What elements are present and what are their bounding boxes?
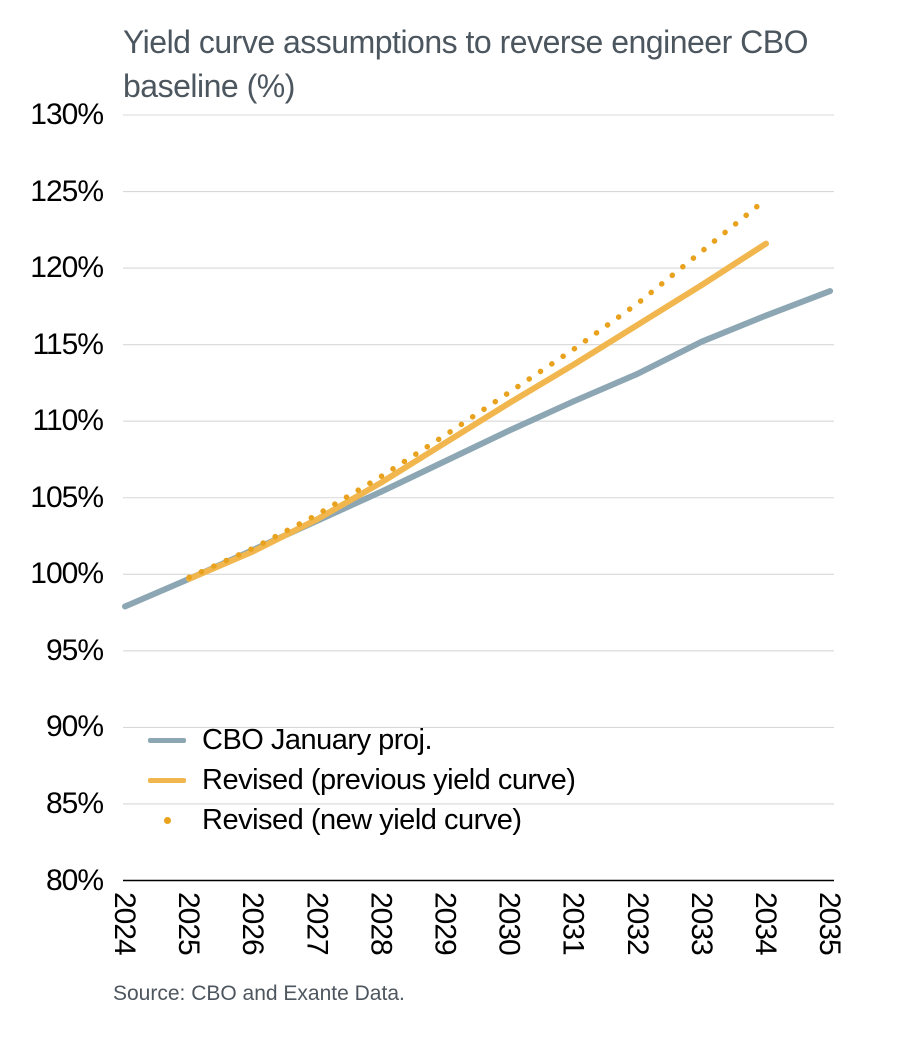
legend-line-swatch [148,777,186,783]
y-axis-tick-label: 130% [30,98,104,131]
legend-dot-swatch [148,816,186,824]
x-axis-tick-label: 2031 [556,892,590,955]
legend: CBO January proj. Revised (previous yield… [148,720,576,840]
x-axis-tick-label: 2029 [428,892,462,955]
y-axis-tick-label: 90% [45,710,104,744]
x-axis-tick-label: 2034 [749,892,782,955]
y-axis-tick-label: 115% [32,327,104,361]
y-axis-tick-label: 105% [30,480,104,514]
legend-label: Revised (new yield curve) [202,803,522,836]
y-axis-tick-label: 95% [45,633,104,667]
y-axis-tick-label: 125% [30,174,104,208]
legend-label: CBO January proj. [202,723,433,756]
legend-item: Revised (previous yield curve) [148,760,576,800]
x-axis-tick-label: 2032 [620,892,654,955]
legend-swatch-mark [163,816,171,824]
legend-line-swatch [148,737,186,743]
series-line-revised-previous-yield-curve [186,240,769,582]
x-axis-tick-label: 2026 [236,892,270,955]
y-axis-tick-label: 100% [30,557,104,591]
y-axis-tick-label: 120% [30,251,104,285]
y-axis-tick-label: 85% [45,786,104,820]
source-note: Source: CBO and Exante Data. [113,982,405,1005]
legend-swatch-mark [148,777,186,783]
legend-label: Revised (previous yield curve) [202,763,576,796]
y-axis-tick-label: 80% [45,863,104,897]
series-line-revised-new-yield-curve [186,196,769,581]
legend-item: Revised (new yield curve) [148,800,575,840]
x-axis-tick-label: 2035 [813,892,847,955]
x-axis-tick-label: 2027 [300,892,334,955]
x-axis-tick-label: 2033 [684,892,718,955]
legend-swatch-mark [148,737,186,743]
chart-title: Yield curve assumptions to reverse engin… [123,24,808,105]
x-axis-tick-label: 2025 [172,892,206,955]
x-axis-tick-label: 2030 [492,892,526,955]
x-axis-tick-label: 2024 [108,892,141,955]
legend-item: CBO January proj. [148,720,575,760]
x-axis-tick-label: 2028 [364,892,398,955]
y-axis-tick-label: 110% [32,404,104,438]
